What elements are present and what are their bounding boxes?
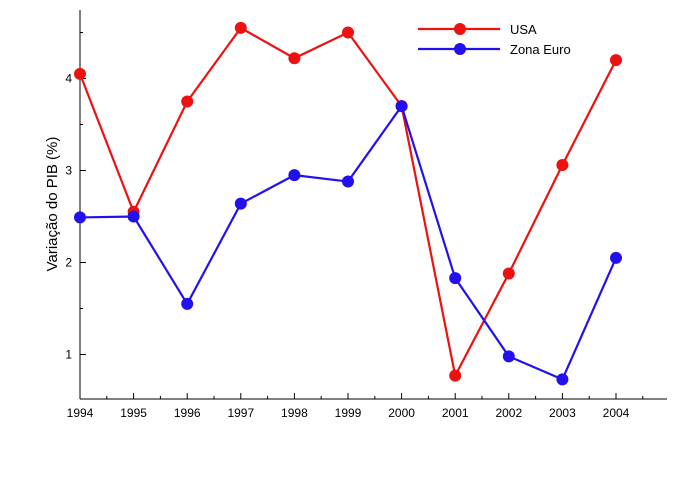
x-tick-label: 2000 [388,406,415,420]
data-point-zona-euro [181,297,194,310]
x-tick-label: 2003 [549,406,576,420]
x-tick-label: 1998 [281,406,308,420]
series-line-zona-euro [79,104,618,381]
legend-item-zona-euro: Zona Euro [418,42,571,57]
data-point-usa [234,21,247,34]
x-tick-label: 1996 [174,406,201,420]
x-tick-label: 1999 [335,406,362,420]
legend-item-usa: USA [418,22,537,37]
legend-label-usa: USA [510,22,537,37]
data-point-zona-euro [502,350,515,363]
data-point-zona-euro [234,197,247,210]
x-tick-label: 1995 [120,406,147,420]
y-axis-label: Variação do PIB (%) [44,137,61,272]
data-point-zona-euro [127,210,140,223]
data-point-usa [610,54,622,67]
legend-label-zona-euro: Zona Euro [510,42,571,57]
data-point-usa [556,158,569,171]
data-point-zona-euro [74,211,86,224]
data-point-zona-euro [288,169,301,182]
data-point-usa [502,267,515,280]
data-point-zona-euro [449,272,462,285]
series-zona-euro [74,100,622,386]
legend-marker-zona-euro [454,43,466,55]
data-point-usa [181,95,194,108]
data-point-zona-euro [610,251,622,264]
data-point-zona-euro [342,175,354,188]
data-point-usa [288,52,301,65]
data-point-zona-euro [395,100,408,113]
x-tick-label: 2004 [603,406,630,420]
x-tick-label: 1997 [227,406,254,420]
y-tick-label: 2 [65,256,72,270]
x-axis-ticks: 1994 1995 1996 1997 1998 1999 2000 2001 2002 2003… [67,393,644,420]
series-layer [74,21,622,386]
series-line-usa [78,26,617,377]
series-usa [74,21,622,382]
data-point-usa [449,369,462,382]
data-point-usa [342,26,354,39]
legend-marker-usa [454,23,466,35]
data-point-usa [74,67,86,80]
data-point-zona-euro [556,373,569,386]
legend: USA Zona Euro [418,22,571,57]
y-tick-label: 1 [65,348,72,362]
x-tick-label: 1994 [67,406,94,420]
y-tick-label: 3 [65,164,72,178]
y-tick-label: 4 [65,72,72,86]
x-tick-label: 2001 [442,406,469,420]
x-tick-label: 2002 [495,406,522,420]
